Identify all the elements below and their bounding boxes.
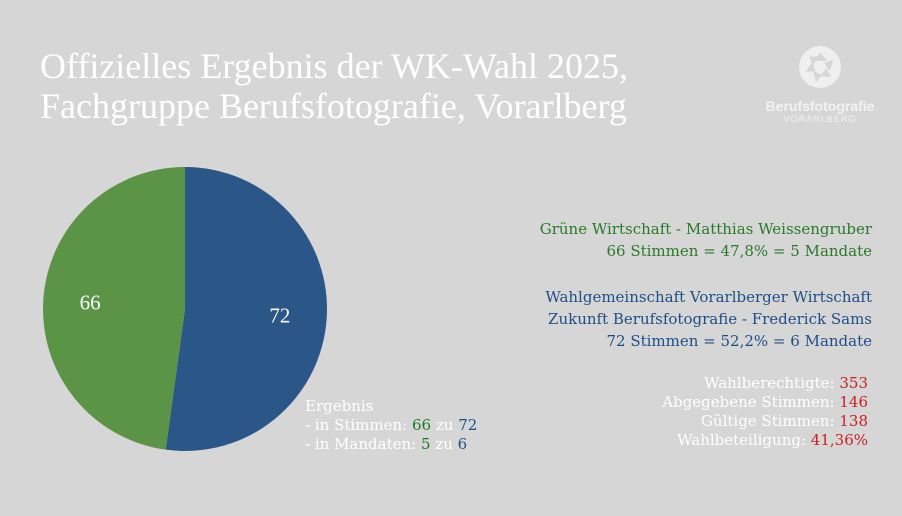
pie-label-72: 72 [269,303,290,327]
party-blue-name-1: Wahlgemeinschaft Vorarlberger Wirtschaft [545,288,872,306]
result-votes-sep: zu [435,416,454,434]
stat-turnout-label: Wahlbeteiligung: [677,431,807,449]
result-mandates-blue: 6 [457,435,468,453]
stat-eligible-value: 353 [839,374,868,392]
title-line-2: Fachgruppe Berufsfotografie, Vorarlberg [40,86,627,126]
result-mandates-prefix: - in Mandaten: [305,435,417,453]
stat-eligible-label: Wahlberechtigte: [704,374,835,392]
title-line-1: Offizielles Ergebnis der WK-Wahl 2025, [40,46,628,86]
logo-subtitle: VORARLBERG [783,114,857,124]
stat-cast-value: 146 [839,393,868,411]
party-blue-name-2: Zukunft Berufsfotografie - Frederick Sam… [548,310,872,328]
party-green-name: Grüne Wirtschaft - Matthias Weissengrube… [539,220,872,238]
logo: Berufsfotografie VORARLBERG [760,44,880,124]
page-title: Offizielles Ergebnis der WK-Wahl 2025, F… [40,46,628,126]
pie-slice-72 [165,167,328,452]
pie-chart: 72 66 [43,167,328,452]
aperture-icon [799,46,841,88]
result-mandates-green: 5 [420,435,431,453]
stat-valid-value: 138 [839,412,868,430]
party-green: Grüne Wirtschaft - Matthias Weissengrube… [540,218,872,262]
stat-eligible: Wahlberechtigte: 353 [662,374,868,393]
result-summary: Ergebnis - in Stimmen: 66 zu 72 - in Man… [305,397,477,454]
party-blue: Wahlgemeinschaft Vorarlberger Wirtschaft… [545,286,872,352]
stat-valid-label: Gültige Stimmen: [700,412,835,430]
stat-turnout: Wahlbeteiligung: 41,36% [662,431,868,450]
result-votes-green: 66 [411,416,432,434]
logo-name: Berufsfotografie [765,98,875,114]
result-mandates-line: - in Mandaten: 5 zu 6 [305,435,477,454]
stat-turnout-value: 41,36% [810,431,868,449]
result-votes-prefix: - in Stimmen: [305,416,408,434]
election-stats: Wahlberechtigte: 353 Abgegebene Stimmen:… [662,374,868,450]
result-votes-line: - in Stimmen: 66 zu 72 [305,416,477,435]
stat-cast-label: Abgegebene Stimmen: [662,393,835,411]
pie-slice-66 [43,167,185,450]
party-blue-summary: 72 Stimmen = 52,2% = 6 Mandate [606,332,872,350]
stat-cast: Abgegebene Stimmen: 146 [662,393,868,412]
pie-label-66: 66 [80,291,101,315]
result-mandates-sep: zu [435,435,453,453]
result-votes-blue: 72 [458,416,478,434]
result-heading: Ergebnis [305,397,374,415]
party-green-summary: 66 Stimmen = 47,8% = 5 Mandate [606,242,872,260]
stat-valid: Gültige Stimmen: 138 [662,412,868,431]
